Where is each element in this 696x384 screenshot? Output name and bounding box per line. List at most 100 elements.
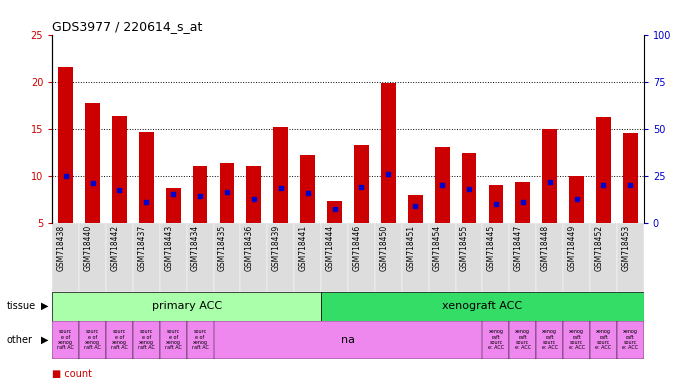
Bar (402, 223, 429, 292)
Bar (321, 292, 644, 321)
Text: GSM718452: GSM718452 (594, 225, 603, 271)
Text: xenog
raft
sourc
e: ACC: xenog raft sourc e: ACC (515, 329, 531, 351)
Bar (456, 223, 482, 292)
Bar (79, 321, 106, 359)
Bar (160, 223, 187, 292)
Text: GSM718455: GSM718455 (460, 225, 469, 271)
Text: GSM718449: GSM718449 (567, 225, 576, 271)
Text: GSM718451: GSM718451 (406, 225, 416, 271)
Bar (58, 68, 73, 223)
Text: GSM718437: GSM718437 (137, 225, 146, 271)
Text: primary ACC: primary ACC (152, 301, 222, 311)
Text: xenog
raft
sourc
e: ACC: xenog raft sourc e: ACC (541, 329, 557, 351)
Bar (354, 145, 369, 223)
Text: ■ count: ■ count (52, 369, 92, 379)
Bar (106, 321, 133, 359)
Bar (267, 223, 294, 292)
Bar (52, 223, 79, 292)
Bar (166, 188, 180, 223)
Bar (381, 83, 396, 223)
Bar (408, 195, 422, 223)
Bar (429, 223, 456, 292)
Text: xenog
raft
sourc
e: ACC: xenog raft sourc e: ACC (569, 329, 585, 351)
Bar (214, 223, 240, 292)
Text: GSM718443: GSM718443 (164, 225, 173, 271)
Bar (79, 223, 106, 292)
Text: ▶: ▶ (41, 335, 49, 345)
Text: sourc
e of
xenog
raft AC: sourc e of xenog raft AC (84, 329, 101, 351)
Text: GSM718450: GSM718450 (379, 225, 388, 271)
Bar (536, 321, 563, 359)
Text: GDS3977 / 220614_s_at: GDS3977 / 220614_s_at (52, 20, 203, 33)
Bar (52, 321, 79, 359)
Bar (590, 321, 617, 359)
Text: xenog
raft
sourc
e: ACC: xenog raft sourc e: ACC (622, 329, 638, 351)
Bar (623, 133, 638, 223)
Text: GSM718448: GSM718448 (541, 225, 550, 271)
Text: GSM718434: GSM718434 (191, 225, 200, 271)
Text: sourc
e of
xenog
raft AC: sourc e of xenog raft AC (111, 329, 128, 351)
Bar (569, 176, 584, 223)
Bar (327, 201, 342, 223)
Text: na: na (341, 335, 355, 345)
Bar (274, 127, 288, 223)
Bar (563, 223, 590, 292)
Text: GSM718454: GSM718454 (433, 225, 442, 271)
Text: GSM718438: GSM718438 (56, 225, 65, 271)
Text: GSM718436: GSM718436 (245, 225, 254, 271)
Bar (509, 321, 536, 359)
Text: GSM718446: GSM718446 (352, 225, 361, 271)
Text: tissue: tissue (7, 301, 36, 311)
Bar (590, 223, 617, 292)
Bar (187, 321, 214, 359)
Bar (617, 223, 644, 292)
Text: GSM718439: GSM718439 (271, 225, 280, 271)
Bar (139, 132, 154, 223)
Bar (375, 223, 402, 292)
Bar (348, 223, 375, 292)
Text: sourc
e of
xenog
raft AC: sourc e of xenog raft AC (138, 329, 155, 351)
Bar (300, 155, 315, 223)
Bar (133, 321, 160, 359)
Bar (536, 223, 563, 292)
Bar (220, 162, 235, 223)
Bar (112, 116, 127, 223)
Bar (482, 321, 509, 359)
Bar (542, 129, 557, 223)
Text: GSM718445: GSM718445 (487, 225, 496, 271)
Bar (516, 182, 530, 223)
Bar (321, 223, 348, 292)
Bar (160, 321, 187, 359)
Bar (240, 223, 267, 292)
Bar (617, 321, 644, 359)
Text: xenograft ACC: xenograft ACC (443, 301, 523, 311)
Bar (52, 292, 321, 321)
Text: GSM718447: GSM718447 (514, 225, 523, 271)
Text: GSM718440: GSM718440 (84, 225, 93, 271)
Text: GSM718453: GSM718453 (622, 225, 631, 271)
Text: xenog
raft
sourc
e: ACC: xenog raft sourc e: ACC (595, 329, 612, 351)
Bar (563, 321, 590, 359)
Bar (489, 185, 503, 223)
Bar (246, 166, 261, 223)
Text: GSM718441: GSM718441 (299, 225, 308, 271)
Text: xenog
raft
sourc
e: ACC: xenog raft sourc e: ACC (488, 329, 504, 351)
Bar (294, 223, 321, 292)
Text: ▶: ▶ (41, 301, 49, 311)
Bar (187, 223, 214, 292)
Bar (435, 147, 450, 223)
Bar (106, 223, 133, 292)
Bar (596, 118, 611, 223)
Text: sourc
e of
xenog
raft AC: sourc e of xenog raft AC (191, 329, 209, 351)
Bar (193, 166, 207, 223)
Text: sourc
e of
xenog
raft AC: sourc e of xenog raft AC (165, 329, 182, 351)
Bar (482, 223, 509, 292)
Text: sourc
e of
xenog
raft AC: sourc e of xenog raft AC (57, 329, 74, 351)
Text: other: other (7, 335, 33, 345)
Bar (133, 223, 160, 292)
Text: GSM718442: GSM718442 (111, 225, 120, 271)
Text: GSM718435: GSM718435 (218, 225, 227, 271)
Bar (461, 153, 476, 223)
Bar (509, 223, 536, 292)
Text: GSM718444: GSM718444 (326, 225, 335, 271)
